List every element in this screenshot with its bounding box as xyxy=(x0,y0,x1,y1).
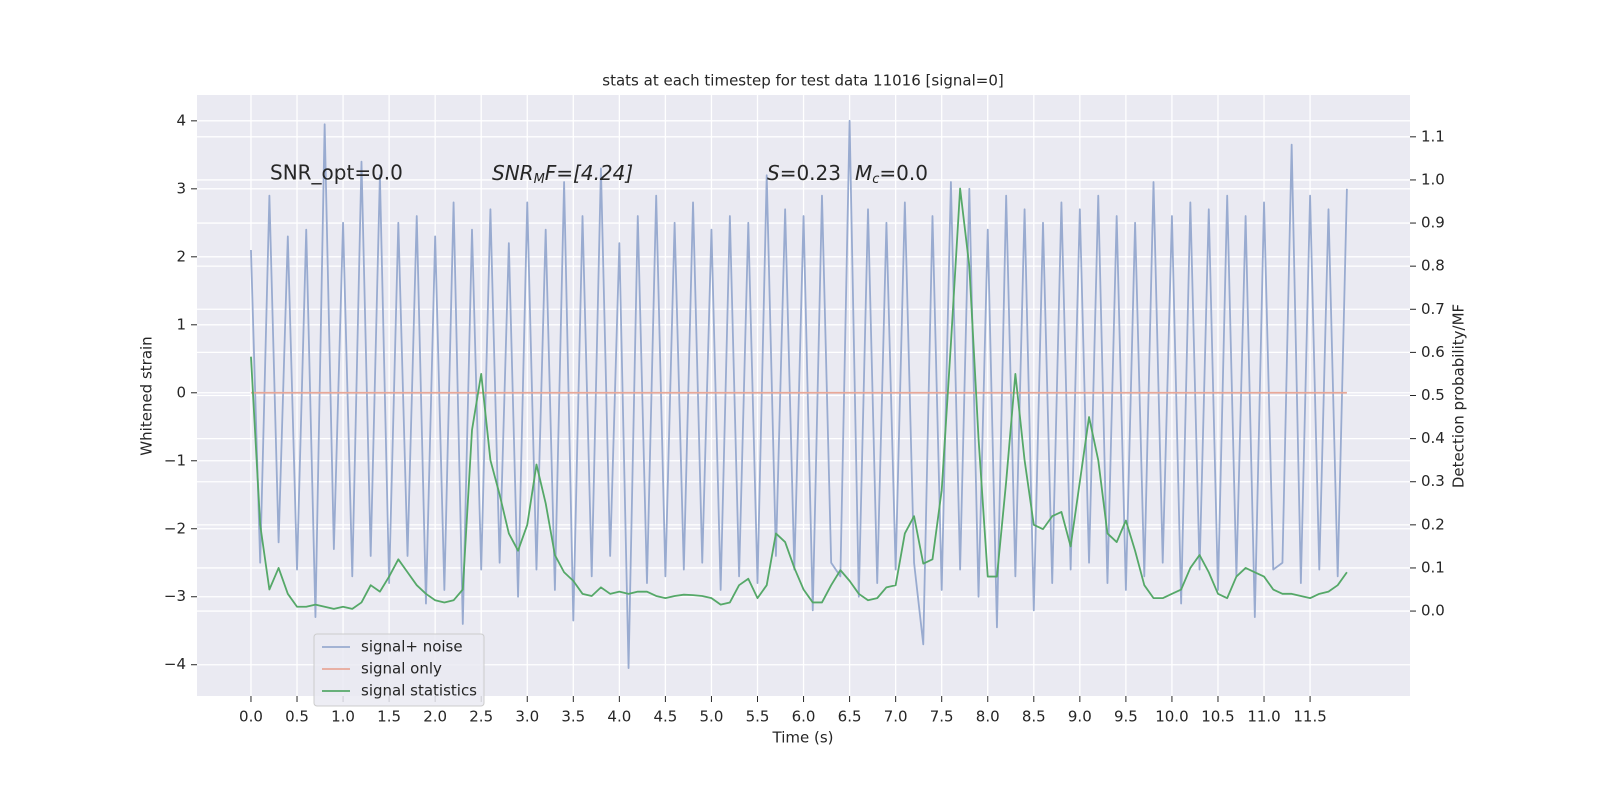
y2-tick-label: 0.4 xyxy=(1421,429,1445,447)
marks xyxy=(250,119,1348,670)
x-tick-label: 6.5 xyxy=(838,708,862,726)
y2-tick-label: 0.8 xyxy=(1421,257,1445,275)
y2-tick-label: 0.0 xyxy=(1421,602,1445,620)
x-tick-label: 10.0 xyxy=(1155,708,1188,726)
annotation-part: =0.0 xyxy=(879,161,928,185)
legend-label: signal+ noise xyxy=(361,638,463,656)
y2-tick-label: 0.7 xyxy=(1421,300,1445,318)
y-tick-label: 4 xyxy=(176,111,186,129)
labels: 0.0 0.5 1.0 1.5 2.0 2.5 3.0 3.5 4.0 4.5 5.0 5.5 6.0 6… xyxy=(164,111,1445,725)
y2-tick-label: 0.9 xyxy=(1421,214,1445,232)
y-tick-label: −4 xyxy=(164,655,186,673)
x-tick-label: 9.0 xyxy=(1068,708,1092,726)
annotation: S=0.23 Mc=0.0 xyxy=(767,161,928,187)
legend-label: signal only xyxy=(361,660,442,678)
y2-tick-label: 1.0 xyxy=(1421,170,1445,188)
y-tick-label: 0 xyxy=(176,383,186,401)
annotation-part: S xyxy=(767,161,780,185)
x-tick-label: 2.0 xyxy=(423,708,447,726)
x-tick-label: 8.5 xyxy=(1022,708,1046,726)
y2-tick-label: 0.6 xyxy=(1421,343,1445,361)
chart-title: stats at each timestep for test data 110… xyxy=(602,72,1003,90)
y-tick-label: −2 xyxy=(164,519,186,537)
annotation: SNR_opt=0.0 xyxy=(270,161,403,185)
x-tick-label: 7.5 xyxy=(930,708,954,726)
x-axis-label: Time (s) xyxy=(772,729,834,747)
x-tick-label: 5.0 xyxy=(700,708,724,726)
x-tick-label: 8.0 xyxy=(976,708,1000,726)
legend: signal+ noise signal only signal statistic… xyxy=(313,633,485,707)
y2-tick-label: 0.3 xyxy=(1421,472,1445,490)
series-line xyxy=(250,187,1348,610)
annotation-part: M xyxy=(855,161,872,185)
x-tick-label: 2.5 xyxy=(469,708,493,726)
x-tick-label: 9.5 xyxy=(1114,708,1138,726)
x-tick-label: 6.0 xyxy=(792,708,816,726)
legend-label: signal statistics xyxy=(361,682,477,700)
y2-tick-label: 0.5 xyxy=(1421,386,1445,404)
x-tick-label: 1.5 xyxy=(377,708,401,726)
y-tick-label: 3 xyxy=(176,179,186,197)
y-tick-label: −1 xyxy=(164,451,186,469)
x-tick-label: 5.5 xyxy=(746,708,770,726)
y-axis-label: Whitened strain xyxy=(138,336,156,455)
x-tick-label: 7.0 xyxy=(884,708,908,726)
y2-axis-label: Detection probability/MF xyxy=(1450,304,1468,488)
x-tick-label: 0.5 xyxy=(285,708,309,726)
x-tick-label: 4.5 xyxy=(653,708,677,726)
x-tick-label: 1.0 xyxy=(331,708,355,726)
x-tick-label: 3.5 xyxy=(561,708,585,726)
annotation-part: SNR xyxy=(492,161,534,185)
annotation-sub: c xyxy=(872,172,879,187)
y-tick-label: 2 xyxy=(176,247,186,265)
x-tick-label: 0.0 xyxy=(239,708,263,726)
annotation-sub: M xyxy=(534,172,545,187)
x-tick-label: 11.0 xyxy=(1247,708,1280,726)
legend-box xyxy=(313,633,485,707)
y-tick-label: 1 xyxy=(176,315,186,333)
y2-tick-label: 0.2 xyxy=(1421,515,1445,533)
annotation: SNRMF=[4.24] xyxy=(492,161,633,187)
x-tick-label: 3.0 xyxy=(515,708,539,726)
y2-tick-label: 1.1 xyxy=(1421,127,1445,145)
annotation-part: F=[4.24] xyxy=(545,161,633,185)
x-tick-label: 11.5 xyxy=(1293,708,1326,726)
y2-tick-label: 0.1 xyxy=(1421,558,1445,576)
x-tick-label: 4.0 xyxy=(607,708,631,726)
y-tick-label: −3 xyxy=(164,587,186,605)
annotation-part: =0.23 xyxy=(780,161,841,185)
x-tick-label: 10.5 xyxy=(1201,708,1234,726)
